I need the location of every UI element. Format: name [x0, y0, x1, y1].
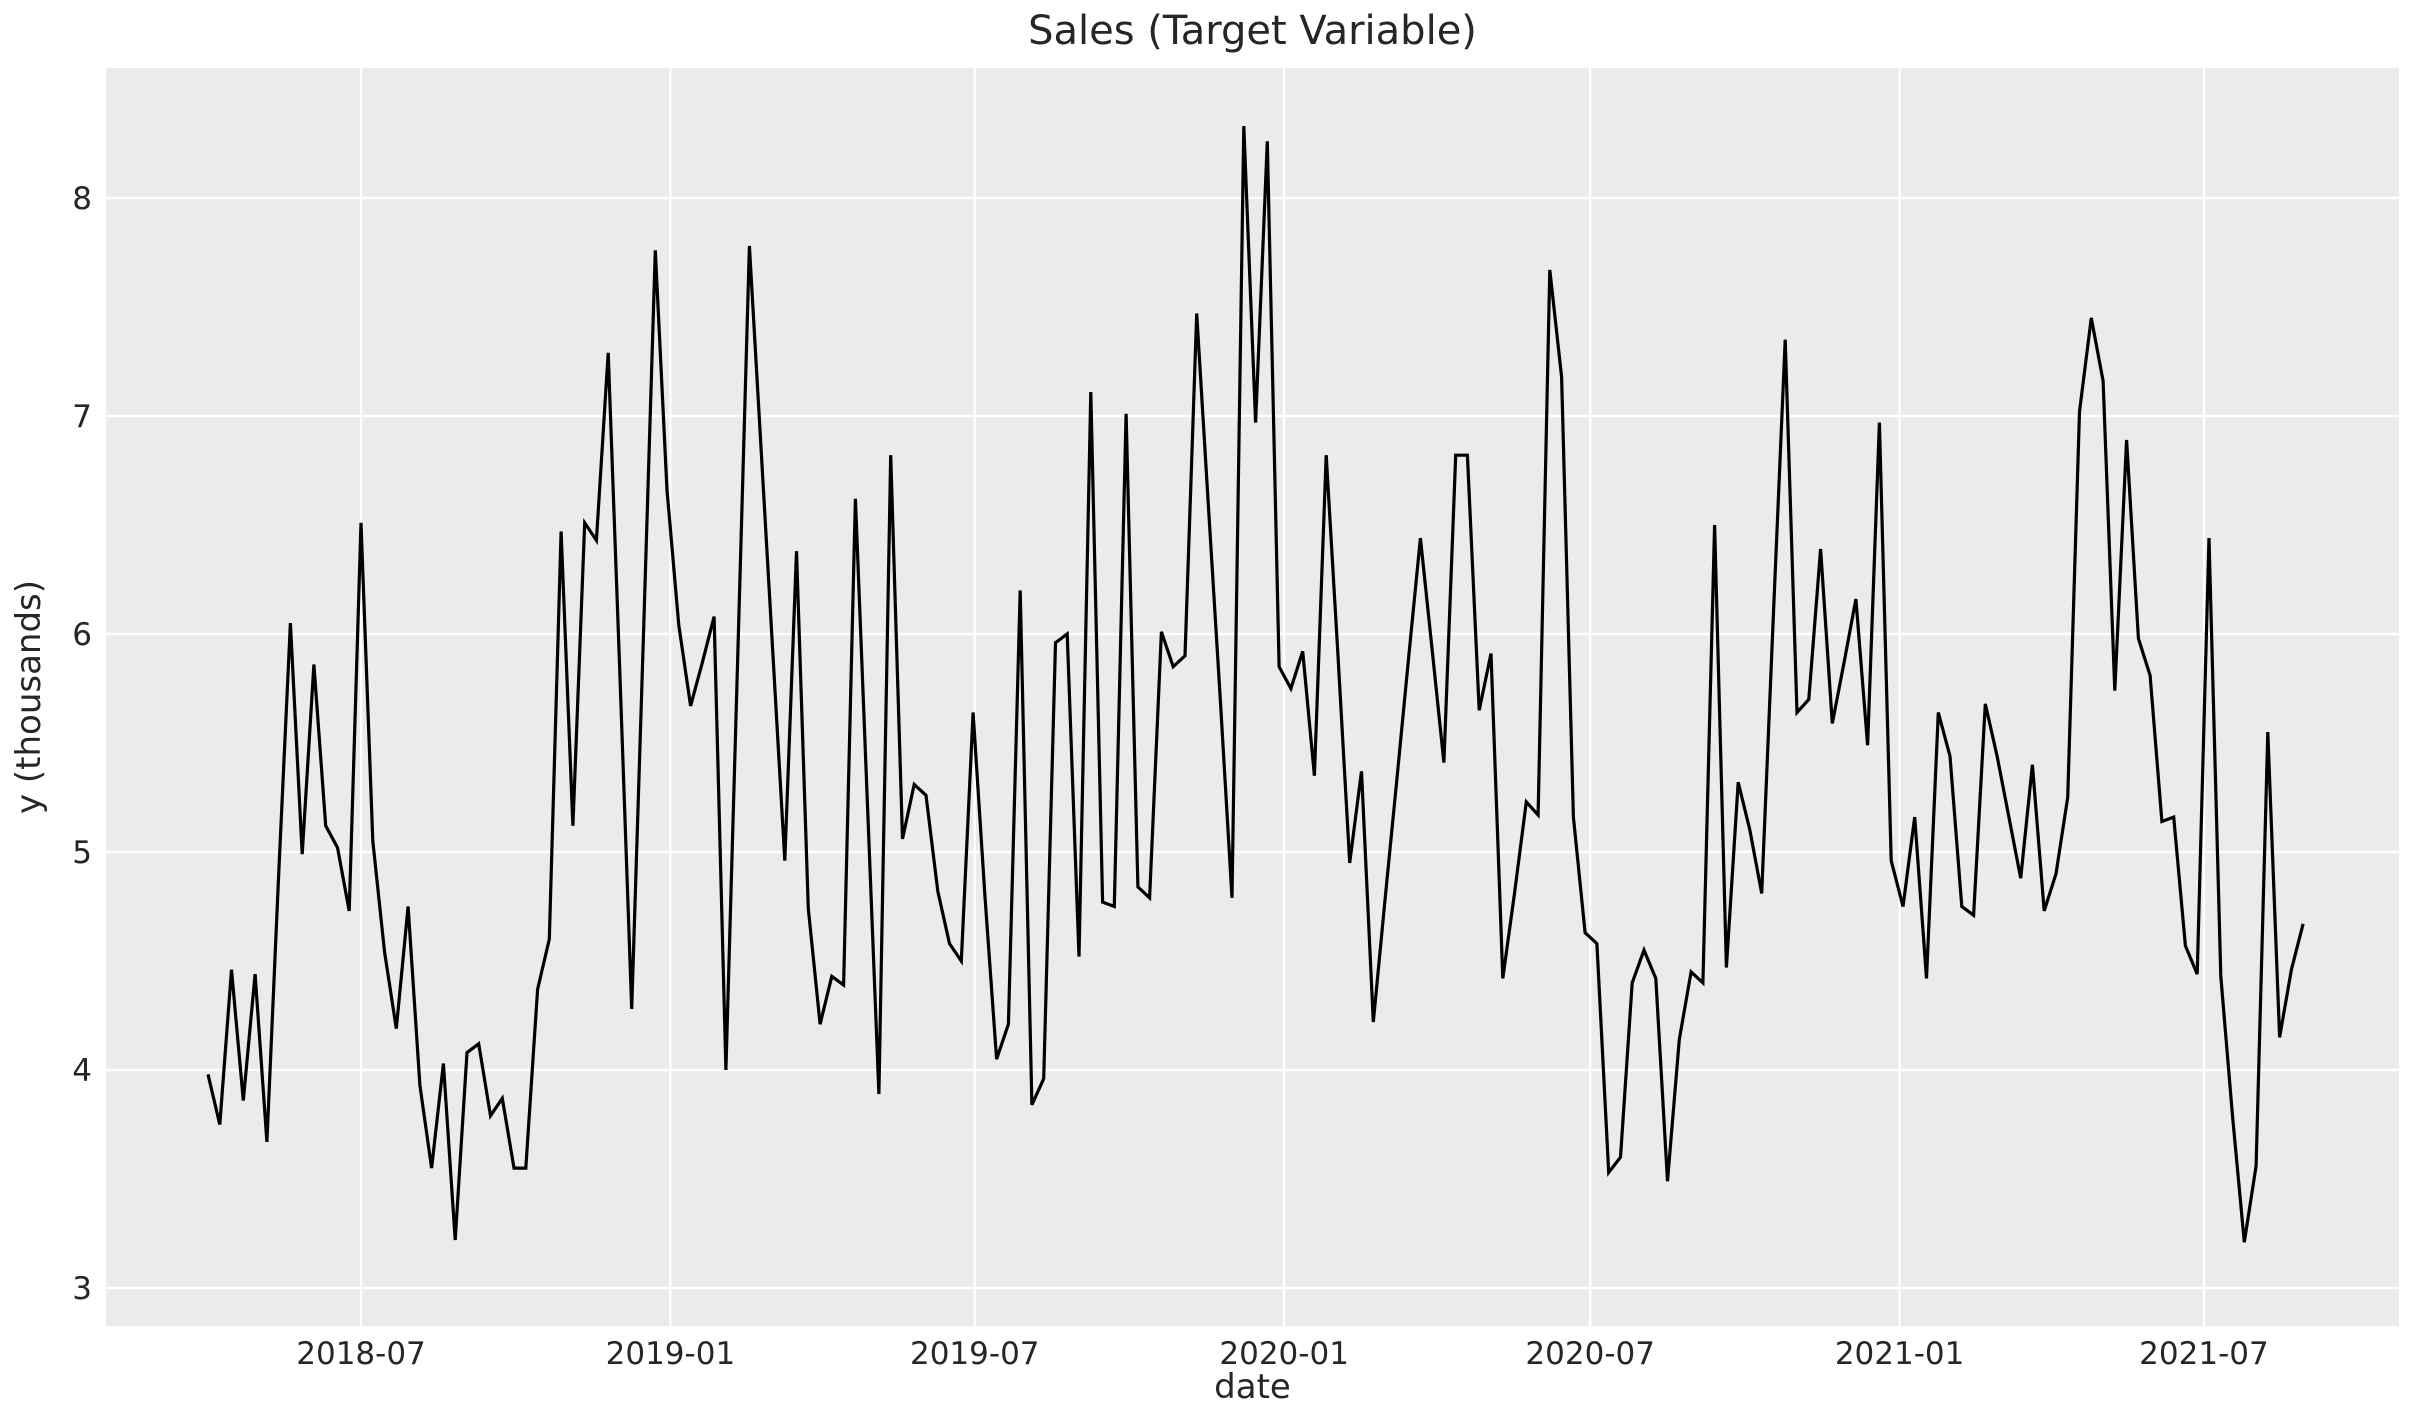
y-tick-label: 8 [72, 181, 92, 217]
x-tick-label: 2020-01 [1219, 1336, 1349, 1372]
y-tick-label: 3 [72, 1271, 92, 1307]
chart-title: Sales (Target Variable) [1028, 8, 1477, 54]
y-tick-label: 6 [72, 617, 92, 653]
x-tick-labels: 2018-07 2019-01 2019-07 2020-01 2020-07 2021-… [296, 1336, 2268, 1372]
data-series [206, 126, 2305, 1243]
x-tick-label: 2019-07 [910, 1336, 1040, 1372]
y-tick-label: 7 [72, 399, 92, 435]
y-axis-label: y (thousands) [9, 580, 49, 814]
y-tick-label: 5 [72, 835, 92, 871]
x-tick-label: 2021-07 [2139, 1336, 2269, 1372]
x-tick-label: 2020-07 [1525, 1336, 1655, 1372]
y-tick-label: 4 [72, 1053, 92, 1089]
x-tick-label: 2018-07 [296, 1336, 426, 1372]
sales-series-line [206, 126, 2305, 1243]
y-tick-labels: 3 4 5 6 7 8 [72, 181, 92, 1307]
plot-area [106, 68, 2399, 1326]
x-axis-label: date [1214, 1367, 1291, 1407]
x-tick-label: 2021-01 [1835, 1336, 1965, 1372]
x-tick-label: 2019-01 [606, 1336, 736, 1372]
